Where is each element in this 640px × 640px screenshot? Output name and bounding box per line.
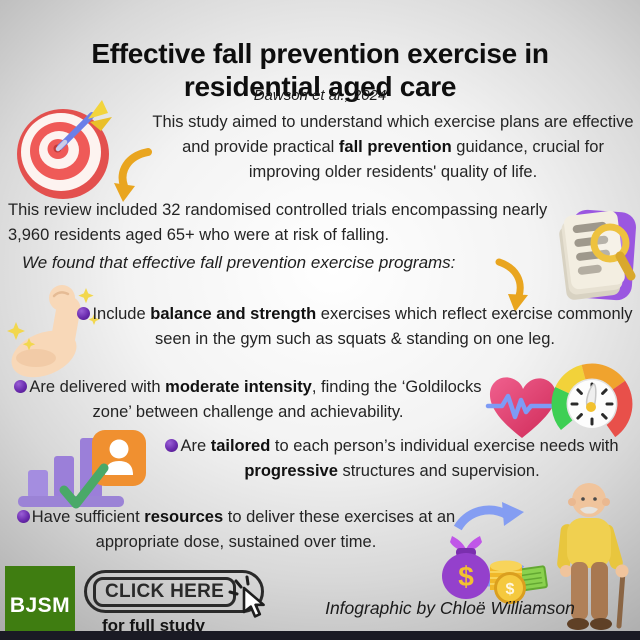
bullet-dot bbox=[14, 380, 28, 393]
svg-text:$: $ bbox=[458, 561, 474, 592]
bullet-moderate-intensity: Are delivered with moderate intensity, f… bbox=[12, 375, 484, 425]
bicep-strength-icon bbox=[2, 282, 104, 378]
older-adult-with-cane-icon bbox=[545, 476, 640, 634]
funding-resources-icon: $ $ bbox=[428, 492, 552, 606]
curved-arrow-down-small-icon bbox=[494, 258, 530, 314]
bullet-balance-strength: Include balance and strength exercises w… bbox=[72, 302, 638, 352]
cta-sublabel: for full study bbox=[102, 616, 205, 635]
bullet-dot bbox=[77, 307, 91, 320]
progress-chart-person-icon bbox=[12, 428, 152, 522]
cta-outline: CLICK HERE bbox=[84, 570, 265, 618]
full-study-button[interactable]: CLICK HERE for full study bbox=[84, 570, 270, 636]
svg-text:$: $ bbox=[506, 581, 515, 598]
bjsm-logo: BJSM bbox=[5, 566, 75, 632]
bjsm-logo-text: BJSM bbox=[9, 594, 71, 617]
credit-text: Infographic by Chloë Williamson bbox=[325, 598, 575, 618]
findings-lead-text: We found that effective fall prevention … bbox=[22, 253, 456, 272]
target-icon bbox=[10, 96, 125, 204]
bullet-resources: Have sufficient resources to deliver the… bbox=[5, 505, 467, 555]
page-title: Effective fall prevention exercise in re… bbox=[91, 37, 549, 102]
bullet-tailored-progressive: Are tailored to each person’s individual… bbox=[146, 434, 638, 484]
cursor-click-icon bbox=[227, 575, 273, 623]
review-summary-text: This review included 32 randomised contr… bbox=[8, 201, 548, 245]
bullet-dot bbox=[165, 439, 179, 452]
cta-label: CLICK HERE bbox=[93, 576, 237, 607]
bottom-accent-bar bbox=[0, 631, 640, 640]
bullet-dot bbox=[16, 510, 30, 523]
document-search-icon bbox=[550, 203, 640, 308]
citation: Dawson et al., 2024 bbox=[253, 87, 387, 104]
heart-pulse-gauge-icon bbox=[482, 360, 640, 446]
curved-arrow-down-icon bbox=[110, 146, 154, 204]
study-aim-text: This study aimed to understand which exe… bbox=[152, 113, 634, 182]
